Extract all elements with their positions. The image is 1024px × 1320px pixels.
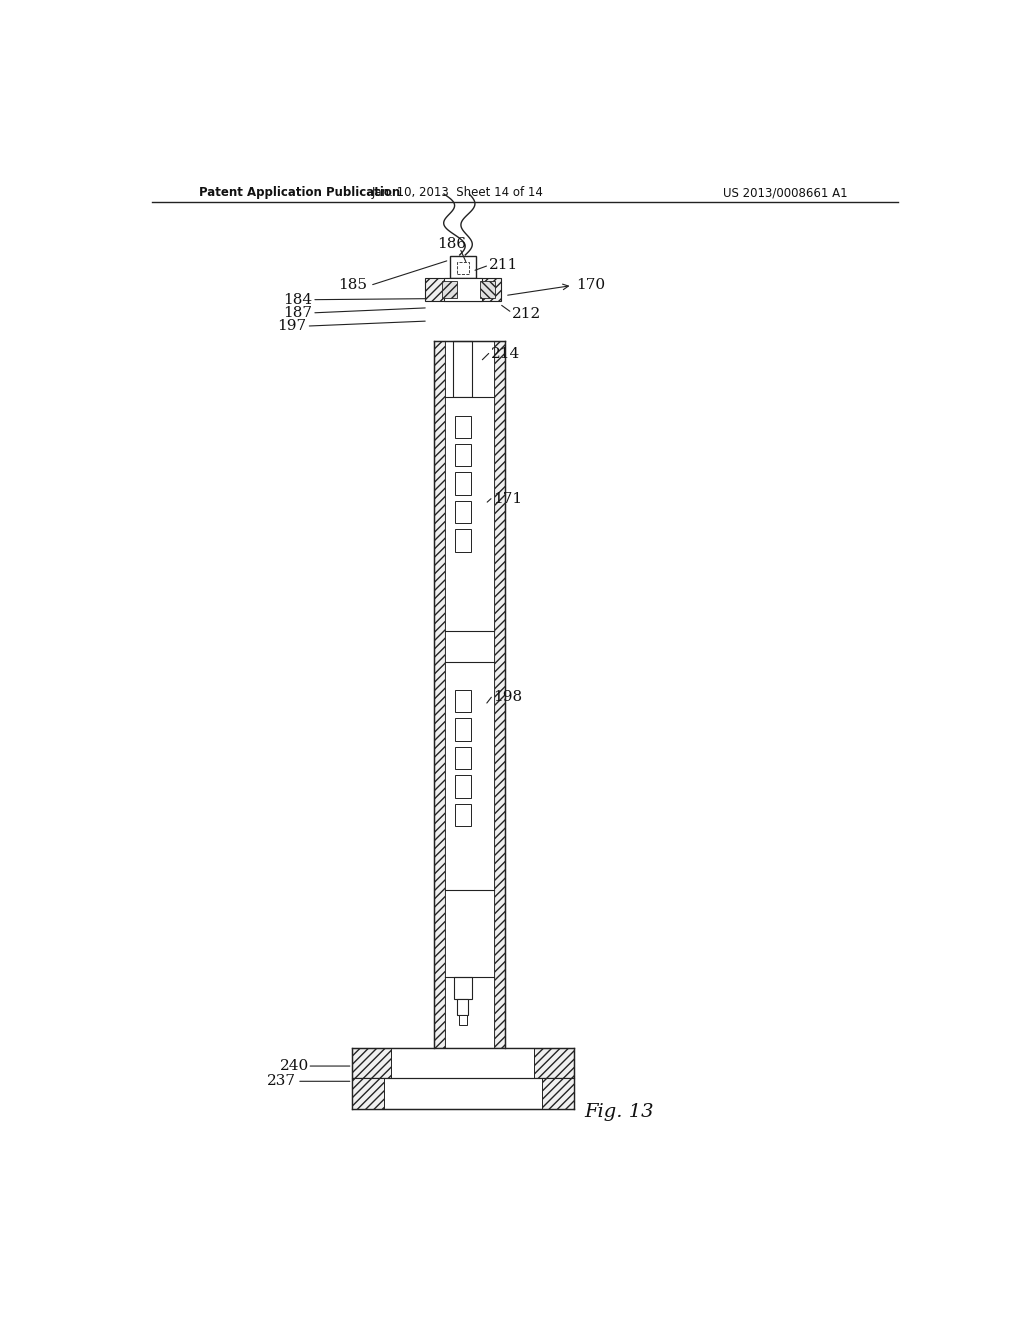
- Bar: [444, 397, 494, 631]
- Bar: [455, 690, 471, 713]
- Bar: [455, 977, 472, 999]
- Bar: [391, 1048, 535, 1078]
- Bar: [443, 279, 482, 301]
- Bar: [444, 661, 494, 890]
- Bar: [444, 342, 494, 1048]
- Text: 171: 171: [494, 492, 522, 506]
- Bar: [457, 263, 469, 275]
- Text: 185: 185: [338, 279, 368, 293]
- Text: 237: 237: [267, 1074, 296, 1088]
- Text: Patent Application Publication: Patent Application Publication: [200, 186, 400, 199]
- Bar: [455, 804, 471, 826]
- Text: Jan. 10, 2013  Sheet 14 of 14: Jan. 10, 2013 Sheet 14 of 14: [372, 186, 544, 199]
- Text: 170: 170: [577, 279, 605, 293]
- Bar: [455, 416, 471, 438]
- Bar: [455, 718, 471, 741]
- Bar: [455, 500, 471, 523]
- Bar: [458, 999, 468, 1015]
- Bar: [444, 631, 494, 661]
- Bar: [352, 1078, 384, 1109]
- Bar: [455, 529, 471, 552]
- Bar: [455, 444, 471, 466]
- Bar: [444, 890, 494, 977]
- Bar: [352, 1078, 574, 1109]
- Bar: [442, 281, 457, 297]
- Text: Fig. 13: Fig. 13: [585, 1102, 653, 1121]
- Bar: [454, 342, 472, 397]
- Bar: [455, 473, 471, 495]
- Bar: [494, 342, 505, 1048]
- Text: US 2013/0008661 A1: US 2013/0008661 A1: [723, 186, 848, 199]
- Text: 187: 187: [283, 306, 311, 319]
- Text: 198: 198: [494, 690, 522, 704]
- Text: 211: 211: [489, 259, 518, 272]
- Bar: [543, 1078, 574, 1109]
- Text: 186: 186: [437, 236, 467, 251]
- Text: 197: 197: [278, 319, 306, 333]
- Bar: [352, 1048, 574, 1078]
- Text: 240: 240: [281, 1059, 309, 1073]
- Bar: [480, 281, 495, 297]
- Text: 212: 212: [512, 308, 542, 321]
- Text: 214: 214: [490, 347, 520, 360]
- Bar: [455, 747, 471, 770]
- Bar: [459, 1015, 467, 1026]
- Bar: [455, 775, 471, 797]
- Text: 184: 184: [283, 293, 312, 306]
- Bar: [425, 279, 501, 301]
- Bar: [451, 256, 475, 279]
- Bar: [433, 342, 444, 1048]
